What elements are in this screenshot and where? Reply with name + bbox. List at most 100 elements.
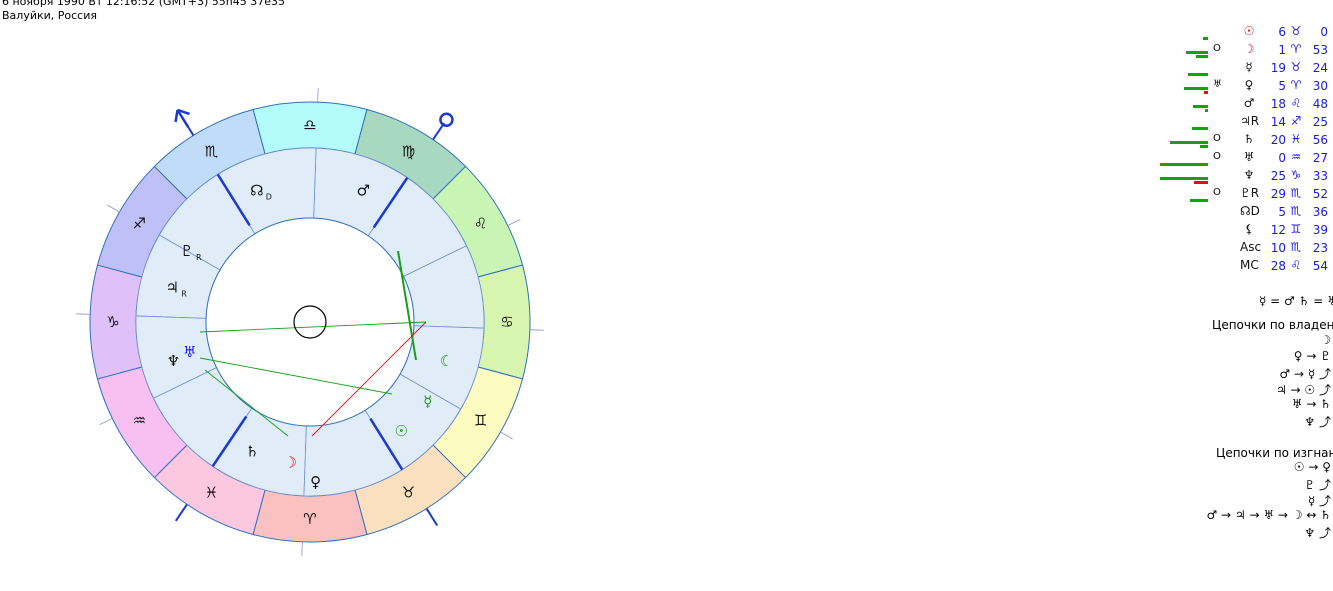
zodiac-sign-glyph: ♈ [303, 510, 316, 528]
planet-minute: 23 [1312, 241, 1328, 255]
aspect-line [311, 321, 427, 437]
house-cusp-tick [500, 431, 513, 440]
house-cusp-tick [99, 418, 113, 425]
strength-bar [1160, 163, 1208, 166]
planet-minute: 24 [1312, 61, 1328, 75]
sign-glyphs: ♎ ♍ ♌ ♋ ♊ ♉ ♈ ♓ ♒ ♑ ♐ ♏ [106, 116, 513, 528]
planet-degree: 6 [1278, 25, 1286, 39]
chart-planet-glyph: ♂ [356, 181, 369, 199]
planet-sign: ♏ [1290, 186, 1302, 200]
strength-bars [1160, 80, 1208, 94]
planet-row: Asc 10 ♏ 23 [1150, 240, 1333, 258]
planet-mark: O [1213, 151, 1221, 162]
aspect-line [204, 369, 289, 437]
chart-planet-glyph: ♅ [183, 343, 196, 361]
planet-symbol: ☉ [1243, 24, 1255, 38]
planet-symbol: ☊D [1240, 204, 1260, 218]
asc-arrowhead [174, 108, 190, 123]
planet-symbol: ⚸ [1244, 222, 1254, 236]
mc-marker [439, 112, 454, 127]
strength-bars [1160, 116, 1208, 130]
chart-planet-glyph: ☽ [284, 454, 297, 472]
chart-planet-glyph: ☊ [250, 181, 263, 199]
planet-minute: 48 [1312, 97, 1328, 111]
strength-bar [1160, 177, 1208, 180]
planet-symbol: ♆ [1243, 168, 1255, 182]
planet-sign: ♊ [1290, 222, 1302, 236]
planet-row: ♆ 25 ♑ 33 [1150, 168, 1333, 186]
planet-symbol: ♂ [1243, 96, 1255, 110]
planet-symbol: ☿ [1245, 60, 1253, 74]
zodiac-sign-glyph: ♊ [474, 412, 487, 430]
angle-axis-outer [174, 503, 188, 522]
planet-minute: 0 [1320, 25, 1328, 39]
planet-sign: ♈ [1290, 78, 1302, 92]
planet-minute: 56 [1312, 133, 1328, 147]
strength-bar [1184, 87, 1208, 90]
planet-minute: 52 [1312, 187, 1328, 201]
planet-symbol: MC [1240, 258, 1259, 272]
chain-line: ♆ ⤴ [1304, 526, 1331, 540]
planet-symbol: ♅ [1243, 150, 1255, 164]
zodiac-ring [89, 101, 531, 543]
zodiac-sign-glyph: ♎ [303, 116, 316, 134]
planet-mark: O [1213, 43, 1221, 54]
chart-planet-glyph: ♄ [246, 443, 259, 461]
planet-symbol: ♀ [1244, 78, 1254, 92]
angle-axis-segment [216, 173, 251, 226]
location-line: Валуйки, Россия [2, 9, 97, 22]
planet-degree: 5 [1278, 79, 1286, 93]
chain-line: ♆ ⤴ [1304, 415, 1331, 429]
planet-row: O ☽ 1 ♈ 53 [1150, 42, 1333, 60]
planet-degree: 28 [1270, 259, 1286, 273]
planet-sign: ♏ [1290, 204, 1302, 218]
zodiac-sign-glyph: ♒ [133, 412, 146, 430]
strength-bars [1160, 206, 1208, 220]
angle-axis-segment [369, 418, 404, 471]
birth-data-line: 6 ноября 1990 Вт 12:16:52 (GMT+3) 55n45 … [2, 0, 286, 8]
planet-subscript: R [196, 253, 202, 262]
chart-planet-glyph: ♃ [165, 279, 178, 297]
planet-degree: 10 [1270, 241, 1286, 255]
planet-mark: O [1213, 187, 1221, 198]
planet-degree: 25 [1270, 169, 1286, 183]
chart-planet-glyph: ☉ [395, 422, 408, 440]
planet-sign: ♓ [1290, 132, 1302, 146]
inner-disc [205, 217, 415, 427]
strength-bar [1205, 109, 1208, 112]
planet-row: ♅ ♀ 5 ♈ 30 [1150, 78, 1333, 96]
chain-line: ☿ ⤴ [1307, 494, 1331, 508]
chain-line: ♂ → ☿ ⤴ [1279, 367, 1331, 381]
angle-axis-outer [432, 122, 446, 141]
chart-planet-glyph: ♇ [180, 242, 193, 260]
planet-row: O ♇R 29 ♏ 52 [1150, 186, 1333, 204]
chain-line: ☽ [1320, 333, 1331, 347]
planet-degree: 29 [1270, 187, 1286, 201]
chart-planet-glyph: ☾ [440, 352, 453, 370]
zodiac-sign-glyph: ♑ [106, 313, 119, 331]
chain-line: ♂ → ♃ → ♅ → ☽ ↔ ♄ [1206, 508, 1331, 522]
strength-bars [1160, 134, 1208, 148]
chain-line: ♀ → ♇ [1293, 349, 1331, 363]
planet-row: ☊D 5 ♏ 36 [1150, 204, 1333, 222]
strength-bars [1160, 224, 1208, 238]
strength-bars [1160, 170, 1208, 184]
planet-minute: 54 [1312, 259, 1328, 273]
house-cusp-tick [107, 204, 120, 213]
planet-minute: 53 [1312, 43, 1328, 57]
chains-exile-title: Цепочки по изгнани [1216, 446, 1333, 460]
planet-degree: 5 [1278, 205, 1286, 219]
planet-mark: ♅ [1213, 79, 1222, 90]
planet-symbol: ♃R [1240, 114, 1260, 128]
asc-arrow-shaft [176, 109, 190, 128]
strength-bar [1196, 55, 1208, 58]
zodiac-sign-glyph: ♐ [133, 215, 146, 233]
planet-symbol: ☽ [1243, 42, 1255, 56]
chain-line: ♇ ⤴ [1304, 478, 1331, 492]
planet-sign: ♉ [1290, 24, 1302, 38]
chart-planet-glyph: ♆ [167, 352, 180, 370]
planet-degree: 14 [1270, 115, 1286, 129]
planet-sign: ♑ [1290, 168, 1302, 182]
planet-sign: ♈ [1290, 42, 1302, 56]
strength-bars [1160, 26, 1208, 40]
